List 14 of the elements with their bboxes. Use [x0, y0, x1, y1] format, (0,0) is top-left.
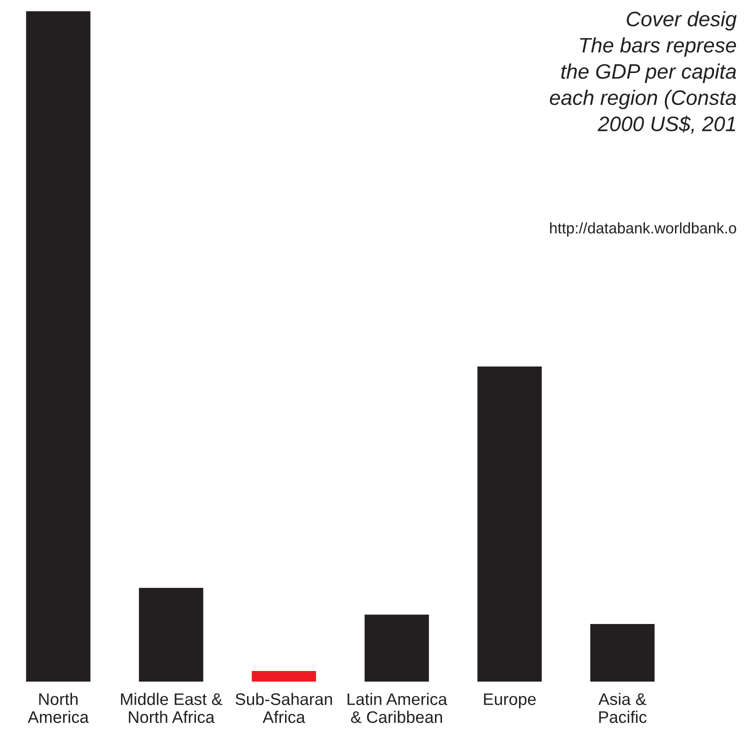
bar	[364, 614, 429, 682]
annotation: http://databank.worldbank.o	[550, 222, 736, 237]
annotation: Cover desig The bars represe the GDP per capita each region (Consta 2000 US$, 201	[550, 11, 737, 134]
x-tick-label: North America	[28, 692, 89, 724]
x-tick-label: Europe	[484, 693, 536, 708]
x-tick-label: Asia & Pacific	[598, 692, 647, 724]
bar	[590, 624, 655, 682]
bar	[477, 366, 542, 682]
bar	[138, 588, 204, 682]
x-tick-label: Sub-Saharan Africa	[236, 692, 332, 724]
x-tick-label: Middle East & North Africa	[121, 692, 222, 724]
bar	[26, 11, 90, 682]
x-tick-label: Latin America & Caribbean	[348, 692, 448, 724]
bar	[252, 670, 316, 682]
